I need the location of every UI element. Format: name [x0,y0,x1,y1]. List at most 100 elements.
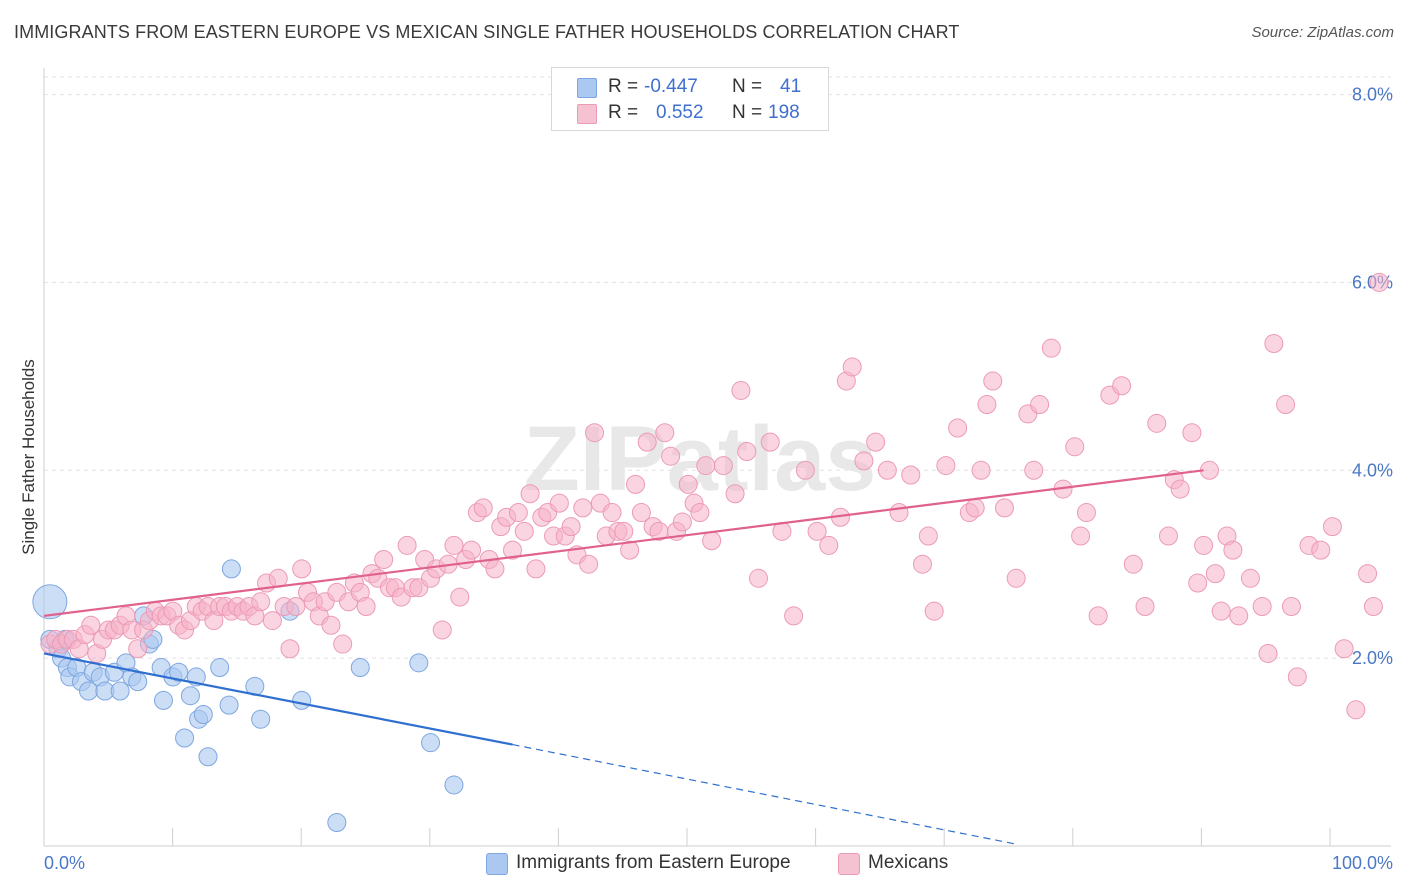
point-mexicans [321,615,341,635]
point-mexicans [1322,517,1342,537]
point-mexicans [748,568,768,588]
point-eastern-europe [221,559,241,579]
correlation-legend: R = -0.447 N = 41 R = 0.552 N = 198 [551,67,829,131]
point-mexicans [936,456,956,476]
point-eastern-europe [327,813,347,833]
point-mexicans [473,498,493,518]
point-mexicans [678,474,698,494]
point-mexicans [1211,601,1231,621]
point-mexicans [983,371,1003,391]
point-mexicans [1123,554,1143,574]
point-mexicans [1147,413,1167,433]
point-eastern-europe [219,695,239,715]
point-mexicans [1194,535,1214,555]
point-mexicans [1369,272,1389,292]
point-mexicans [994,498,1014,518]
point-eastern-europe [193,705,213,724]
point-mexicans [784,606,804,626]
point-mexicans [1030,395,1050,415]
point-mexicans [631,503,651,523]
point-mexicans [462,540,482,560]
point-mexicans [731,380,751,400]
point-mexicans [1024,460,1044,480]
point-mexicans [1346,700,1366,720]
x-ticks [43,828,1331,846]
point-mexicans [614,521,634,541]
point-mexicans [1076,503,1096,523]
point-mexicans [889,503,909,523]
point-mexicans [1223,540,1243,560]
point-mexicans [1311,540,1331,560]
point-mexicans [690,503,710,523]
point-mexicans [819,535,839,555]
point-mexicans [948,418,968,438]
legend-swatch-mexicans [577,104,597,124]
point-eastern-europe [169,662,189,682]
point-mexicans [672,512,692,532]
point-mexicans [526,559,546,579]
point-mexicans [1252,596,1272,616]
point-mexicans [1135,596,1155,616]
point-mexicans [661,446,681,466]
legend-r-value-1: -0.447 [644,76,698,97]
point-mexicans [1071,526,1091,546]
point-mexicans [854,451,874,471]
point-mexicans [626,474,646,494]
point-mexicans [286,596,306,616]
point-mexicans [965,498,985,518]
point-mexicans [637,432,657,452]
point-mexicans [1170,479,1190,499]
point-eastern-europe [128,672,148,692]
point-mexicans [655,423,675,443]
point-mexicans [1264,333,1284,353]
point-mexicans [280,639,300,659]
point-mexicans [1158,526,1178,546]
point-mexicans [520,484,540,504]
point-eastern-europe [210,658,230,678]
legend-r-label-1: R = [608,76,639,97]
point-mexicans [737,442,757,461]
point-mexicans [549,493,569,513]
point-mexicans [450,587,470,607]
legend-n-value-2: 198 [768,102,800,123]
trend-line-mexicans [43,469,1204,617]
point-mexicans [1334,639,1354,659]
point-eastern-europe [409,653,429,673]
point-mexicans [585,423,605,443]
legend-n-label-2: N = [732,102,763,123]
point-mexicans [444,535,464,555]
point-mexicans [128,639,148,659]
legend-r-label-2: R = [608,102,639,123]
point-mexicans [1041,338,1061,358]
point-mexicans [292,559,312,579]
point-mexicans [561,517,581,537]
point-eastern-europe [32,584,68,620]
point-mexicans [713,456,733,476]
point-mexicans [977,395,997,415]
point-mexicans [374,550,394,570]
y-tick-label: 2.0% [1352,648,1393,668]
x-tick-label-min: 0.0% [44,853,85,873]
y-axis-label: Single Father Households [19,359,38,555]
y-tick-labels: 2.0%4.0%6.0%8.0% [1352,85,1393,669]
point-eastern-europe [175,728,195,748]
point-mexicans [912,554,932,574]
point-eastern-europe [153,690,173,710]
point-mexicans [760,432,780,452]
point-mexicans [877,460,897,480]
point-mexicans [573,498,593,518]
point-mexicans [1182,423,1202,443]
bottom-legend-eastern-europe: Immigrants from Eastern Europe [516,852,791,873]
legend-n-label-1: N = [732,76,763,97]
point-mexicans [1006,568,1026,588]
point-mexicans [1287,667,1307,687]
point-mexicans [356,596,376,616]
point-mexicans [1205,564,1225,584]
point-eastern-europe [350,658,370,678]
point-mexicans [579,554,599,574]
point-mexicans [842,357,862,377]
bottom-legend-swatch-eastern-europe [486,853,508,875]
point-mexicans [602,503,622,523]
point-mexicans [1363,596,1383,616]
